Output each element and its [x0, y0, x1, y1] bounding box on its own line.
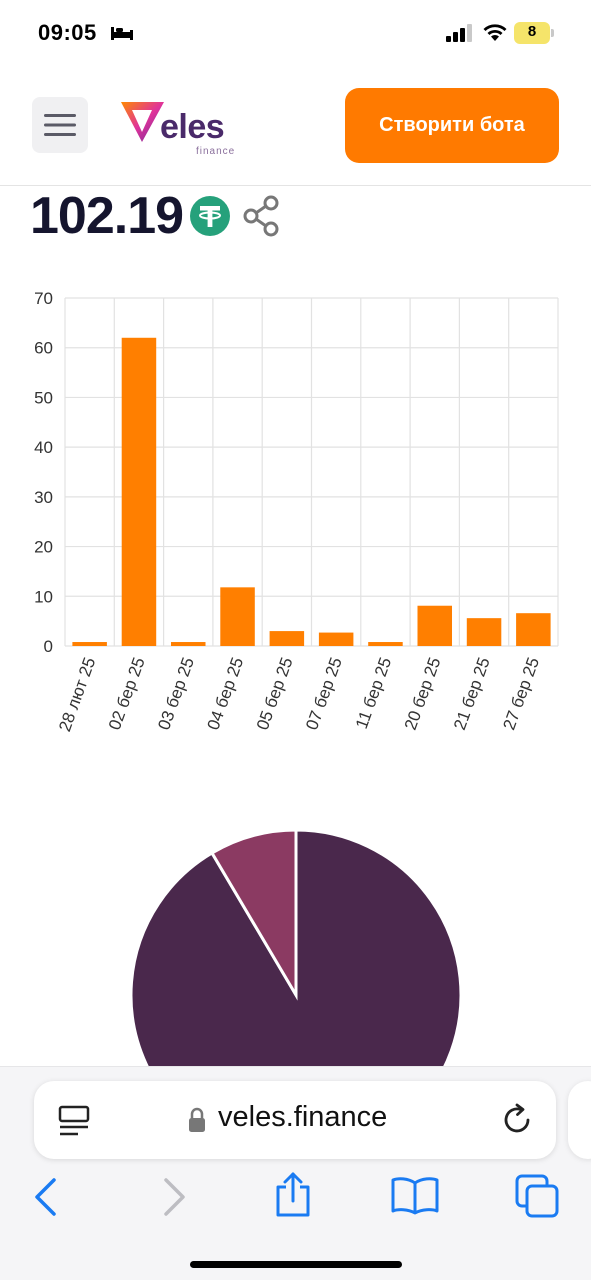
bar: [170, 642, 206, 646]
reload-icon[interactable]: [500, 1103, 534, 1142]
tether-usdt-icon: [190, 196, 230, 241]
bar: [417, 605, 453, 646]
logo-wordmark: eles: [160, 108, 225, 146]
site-header: eles finance Створити бота: [0, 66, 591, 186]
x-tick-label: 02 бер 25: [105, 655, 149, 733]
x-tick-label: 21 бер 25: [450, 655, 494, 733]
pie-slice: [209, 828, 298, 1001]
pie-chart: [0, 800, 591, 1070]
veles-logo-mark: [121, 102, 164, 142]
hamburger-icon: [44, 114, 76, 136]
create-bot-button[interactable]: Створити бота: [345, 88, 559, 163]
x-tick-label: 03 бер 25: [154, 655, 198, 733]
bar: [368, 642, 403, 646]
battery-tip: [551, 29, 554, 37]
pie-chart-svg: [129, 828, 463, 1070]
x-tick-label: 05 бер 25: [253, 655, 297, 733]
y-tick-label: 50: [34, 388, 53, 407]
logo-subtext: finance: [196, 146, 236, 157]
y-tick-label: 20: [34, 538, 53, 557]
share-icon[interactable]: [272, 1171, 314, 1224]
cellular-signal-icon: [446, 24, 474, 47]
y-tick-label: 0: [44, 637, 53, 656]
bar: [72, 642, 107, 646]
status-bar: 09:05 8: [0, 0, 591, 66]
bar-chart-svg: 0 10 20 30 40 50 60 70 28 лют 25 02 бер 25 03 бер …: [34, 289, 559, 734]
forward-arrow-icon[interactable]: [160, 1177, 190, 1222]
url-text[interactable]: veles.finance: [218, 1101, 388, 1133]
bar: [318, 632, 354, 646]
veles-logo[interactable]: eles finance: [118, 96, 248, 157]
bar: [121, 337, 157, 646]
home-indicator: [190, 1261, 402, 1268]
bar-chart: 0 10 20 30 40 50 60 70 28 лют 25 02 бер 25 03 бер …: [0, 270, 591, 790]
x-tick-label: 28 лют 25: [55, 655, 99, 734]
x-tick-label: 07 бер 25: [302, 655, 346, 733]
bar: [516, 613, 551, 646]
menu-button[interactable]: [32, 97, 88, 153]
balance-value: 102.19: [30, 187, 184, 245]
pie-slice: [129, 828, 463, 1070]
battery-body: [514, 22, 550, 44]
x-tick-label: 27 бер 25: [499, 655, 543, 733]
browser-toolbar: veles.finance: [0, 1066, 591, 1280]
wifi-icon: [482, 22, 508, 47]
x-tick-label: 11 бер 25: [352, 655, 395, 731]
tabs-icon[interactable]: [514, 1173, 560, 1224]
address-bar[interactable]: veles.finance: [34, 1081, 556, 1159]
bed-icon: [110, 24, 134, 47]
status-time: 09:05: [38, 20, 97, 45]
y-tick-label: 40: [34, 438, 53, 457]
battery-level: 8: [527, 23, 537, 40]
page-menu-icon[interactable]: [58, 1105, 90, 1142]
y-tick-label: 70: [34, 289, 53, 308]
lock-icon: [188, 1107, 206, 1138]
y-tick-label: 10: [34, 587, 53, 606]
bar: [220, 587, 255, 646]
bar: [466, 618, 502, 646]
x-tick-label: 20 бер 25: [401, 655, 445, 733]
y-tick-label: 30: [34, 488, 53, 507]
x-tick-label: 04 бер 25: [204, 655, 248, 733]
back-arrow-icon[interactable]: [30, 1177, 60, 1222]
share-nodes-icon[interactable]: [242, 194, 282, 243]
battery-indicator: 8: [514, 22, 554, 44]
y-tick-label: 60: [34, 339, 53, 358]
next-tab-peek[interactable]: [568, 1081, 591, 1159]
bar: [269, 631, 305, 646]
bookmarks-icon[interactable]: [390, 1175, 440, 1220]
